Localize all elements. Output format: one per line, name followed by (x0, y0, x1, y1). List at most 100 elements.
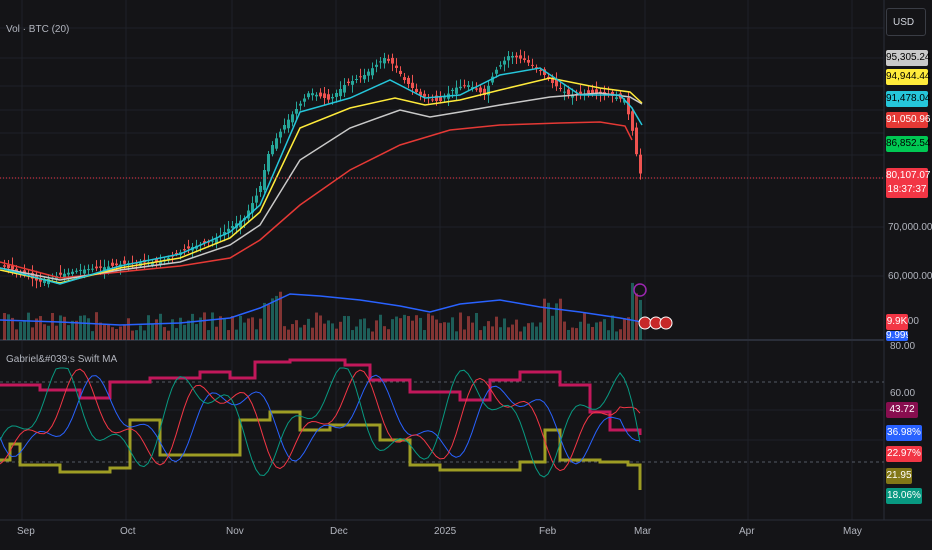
volume-bar (239, 315, 242, 340)
indicator-tag-red: 22.97% (886, 446, 922, 462)
candle-body (579, 91, 582, 94)
candle-body (39, 278, 42, 282)
candle-body (363, 75, 366, 80)
volume-bar (527, 323, 530, 340)
indicator-tag-green: 18.06% (886, 488, 922, 504)
volume-bar (75, 320, 78, 340)
candle-body (631, 111, 634, 131)
indicator-green-line (0, 367, 641, 478)
volume-bar (563, 321, 566, 340)
price-axis-70000: 70,000.00 (888, 222, 932, 233)
volume-indicator-label[interactable]: Vol · BTC (20) (6, 24, 70, 35)
volume-bar (351, 330, 354, 340)
candle-body (487, 85, 490, 96)
indicator-label[interactable]: Gabriel&#039;s Swift MA (6, 354, 118, 365)
volume-bar (355, 326, 358, 340)
volume-bar (255, 329, 258, 340)
volume-bar (599, 321, 602, 340)
volume-bar (387, 329, 390, 340)
volume-bar (287, 329, 290, 340)
volume-bar (143, 330, 146, 340)
candle-body (279, 131, 282, 138)
candle-body (275, 138, 278, 149)
candle-body (327, 94, 330, 100)
volume-bar (579, 321, 582, 340)
candle-body (387, 58, 390, 61)
volume-bar (343, 315, 346, 340)
month-label-may: May (843, 526, 862, 537)
candle-body (355, 79, 358, 80)
indicator-magenta-line (0, 358, 642, 435)
volume-bar (567, 329, 570, 340)
ema-gray-line (0, 92, 643, 281)
volume-bar (415, 315, 418, 340)
month-label-nov: Nov (226, 526, 244, 537)
candle-body (471, 87, 474, 89)
candle-body (103, 267, 106, 272)
volume-bar (379, 314, 382, 340)
candle-body (167, 257, 170, 260)
candle-body (383, 58, 386, 64)
volume-bar (227, 330, 230, 340)
candle-body (407, 77, 410, 84)
candle-body (183, 249, 186, 251)
candle-body (499, 65, 502, 67)
candle-body (415, 88, 418, 92)
volume-bar (559, 298, 562, 340)
candle-body (431, 99, 434, 101)
candle-body (519, 55, 522, 59)
indicator-olive-line (0, 410, 642, 490)
candle-body (595, 89, 598, 94)
candle-body (423, 93, 426, 97)
candle-body (231, 226, 234, 229)
candle-body (7, 264, 10, 269)
candle-body (155, 258, 158, 263)
candle-body (347, 81, 350, 83)
volume-bar (207, 330, 210, 340)
candle-body (587, 90, 590, 94)
event-marker-purple (633, 283, 647, 297)
candle-body (303, 98, 306, 102)
volume-bar (423, 330, 426, 340)
volume-bar (479, 330, 482, 340)
candle-body (567, 89, 570, 95)
indicator-tag-blue: 36.98% (886, 425, 922, 441)
volume-bar (187, 320, 190, 340)
candle-body (67, 272, 70, 275)
volume-bar (71, 320, 74, 340)
volume-bar (95, 312, 98, 340)
candle-body (511, 56, 514, 58)
candle-body (639, 154, 642, 174)
volume-bar (11, 317, 14, 340)
candle-body (455, 87, 458, 94)
volume-bar (459, 312, 462, 340)
volume-bar (135, 330, 138, 340)
volume-bar (127, 318, 130, 340)
candle-body (615, 97, 618, 99)
candle-body (11, 264, 14, 270)
volume-bar (267, 304, 270, 340)
volume-bar (611, 315, 614, 340)
volume-bar (131, 330, 134, 340)
month-label-mar: Mar (634, 526, 652, 537)
candle-body (635, 127, 638, 155)
volume-bar (511, 324, 514, 340)
last-price-tag: 80,107.07 18:37:37 (886, 168, 931, 198)
candle-body (267, 154, 270, 172)
volume-bar (7, 314, 10, 340)
volume-bar (615, 331, 618, 340)
candle-body (335, 93, 338, 97)
volume-bar (311, 327, 314, 340)
volume-bar (303, 324, 306, 340)
candle-body (419, 91, 422, 96)
volume-bar (503, 318, 506, 340)
volume-bar (399, 318, 402, 340)
currency-button[interactable]: USD (886, 8, 926, 36)
volume-bar (279, 291, 282, 340)
volume-bar (435, 319, 438, 340)
candle-body (367, 71, 370, 76)
candle-body (287, 119, 290, 129)
volume-bar (231, 316, 234, 340)
volume-bar (203, 312, 206, 340)
